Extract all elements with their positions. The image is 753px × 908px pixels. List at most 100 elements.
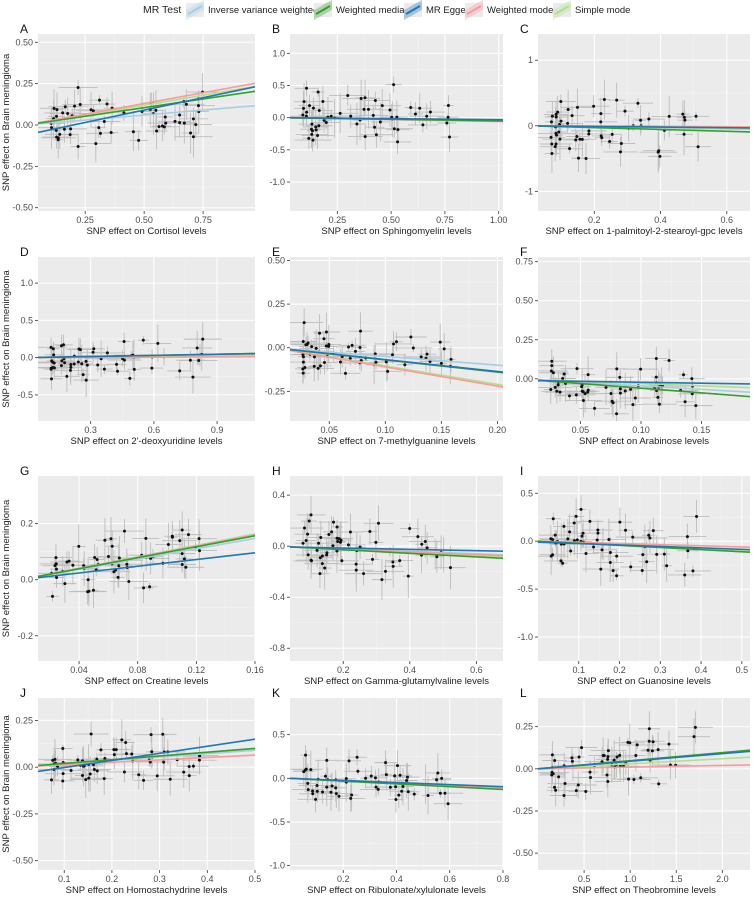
mr-line-weighted-median-h xyxy=(289,546,504,560)
snp-point xyxy=(52,361,56,365)
snp-point xyxy=(421,123,425,127)
snp-point xyxy=(324,330,328,334)
y-tick-label-h-0: -0.8 xyxy=(269,643,285,653)
snp-point xyxy=(577,755,581,759)
snp-point xyxy=(76,145,80,149)
snp-point xyxy=(86,590,90,594)
snp-point xyxy=(56,138,60,142)
panel-label-f: F xyxy=(520,245,527,259)
snp-point xyxy=(112,748,116,752)
mr-line-mr-egger-j xyxy=(37,738,256,773)
snp-point xyxy=(196,104,200,108)
snp-point xyxy=(301,541,305,545)
y-tick-label-k-0: -1.0 xyxy=(269,861,285,871)
snp-point xyxy=(683,118,687,122)
x-tick-label-d-2: 0.9 xyxy=(211,425,224,435)
snp-point xyxy=(362,572,366,576)
y-tick-label-c-0: -1 xyxy=(525,186,533,196)
snp-point xyxy=(49,366,53,370)
snp-point xyxy=(554,115,558,119)
snp-point xyxy=(77,544,81,548)
snp-point xyxy=(303,366,307,370)
snp-point xyxy=(580,137,584,141)
snp-point xyxy=(395,115,399,119)
legend-label-simple-mode: Simple mode xyxy=(575,4,631,16)
snp-point xyxy=(114,748,118,752)
snp-point xyxy=(608,561,612,565)
panel-background-l xyxy=(538,698,750,870)
snp-point xyxy=(307,104,311,108)
snp-point xyxy=(604,385,608,389)
x-axis-title-a: SNP effect on Cortisol levels xyxy=(86,226,206,237)
snp-point xyxy=(318,364,322,368)
y-tick-label-a-4: 0.50 xyxy=(15,37,33,47)
snp-point xyxy=(106,555,110,559)
snp-point xyxy=(376,521,380,525)
x-tick-label-k-0: 0.2 xyxy=(337,874,350,884)
y-tick-label-a-0: -0.50 xyxy=(12,203,33,213)
snp-point xyxy=(93,555,97,559)
snp-point xyxy=(394,785,398,789)
snp-point xyxy=(182,770,186,774)
snp-point xyxy=(65,560,69,564)
snp-point xyxy=(302,321,306,325)
snp-point xyxy=(320,562,324,566)
x-axis-title-j: SNP effect on Homostachydrine levels xyxy=(66,885,228,896)
snp-point xyxy=(566,108,570,112)
snp-point xyxy=(51,347,55,351)
snp-point xyxy=(337,794,341,798)
panel-label-h: H xyxy=(272,464,281,478)
snp-point xyxy=(191,117,195,121)
x-tick-label-f-2: 0.15 xyxy=(693,425,711,435)
snp-point xyxy=(178,539,182,543)
snp-point xyxy=(694,114,698,118)
y-tick-label-l-0: -0.50 xyxy=(512,848,533,858)
snp-point xyxy=(627,777,631,781)
snp-point xyxy=(191,135,195,139)
snp-point xyxy=(696,145,700,149)
snp-point xyxy=(103,538,107,542)
snp-point xyxy=(137,138,141,142)
snp-point xyxy=(446,115,450,119)
snp-point xyxy=(553,533,557,537)
mr-line-weighted-mode-j xyxy=(37,754,256,767)
snp-point xyxy=(128,376,132,380)
y-tick-label-f-2: 0.50 xyxy=(515,296,533,306)
snp-point xyxy=(583,392,587,396)
snp-point xyxy=(62,127,66,131)
snp-point xyxy=(602,98,606,102)
snp-point xyxy=(629,387,633,391)
snp-point xyxy=(318,556,322,560)
snp-point xyxy=(639,367,643,371)
x-axis-title-i: SNP effect on Guanosine levels xyxy=(577,676,711,687)
snp-point xyxy=(445,121,449,125)
snp-point xyxy=(640,569,644,573)
snp-point xyxy=(322,118,326,122)
x-tick-label-l-0: 0.5 xyxy=(578,874,591,884)
snp-point xyxy=(566,121,570,125)
y-tick-label-d-3: 1.0 xyxy=(20,278,33,288)
x-tick-label-h-1: 0.4 xyxy=(404,665,417,675)
snp-point xyxy=(570,756,574,760)
snp-point xyxy=(691,569,695,573)
x-tick-label-j-1: 0.2 xyxy=(106,874,119,884)
snp-point xyxy=(574,514,578,518)
snp-point xyxy=(162,760,166,764)
snp-point xyxy=(92,768,96,772)
snp-point xyxy=(314,125,318,129)
snp-point xyxy=(568,147,572,151)
y-tick-label-j-0: -0.50 xyxy=(12,856,33,866)
snp-point xyxy=(355,755,359,759)
snp-point xyxy=(55,576,59,580)
snp-point xyxy=(310,129,314,133)
snp-point xyxy=(559,119,563,123)
snp-point xyxy=(657,402,661,406)
snp-point xyxy=(321,100,325,104)
snp-point xyxy=(609,391,613,395)
snp-point xyxy=(335,525,339,529)
snp-point xyxy=(301,360,305,364)
y-axis-title-d: SNP effect on Brain meningioma xyxy=(1,270,12,408)
snp-point xyxy=(340,559,344,563)
snp-point xyxy=(412,792,416,796)
snp-point xyxy=(633,396,637,400)
